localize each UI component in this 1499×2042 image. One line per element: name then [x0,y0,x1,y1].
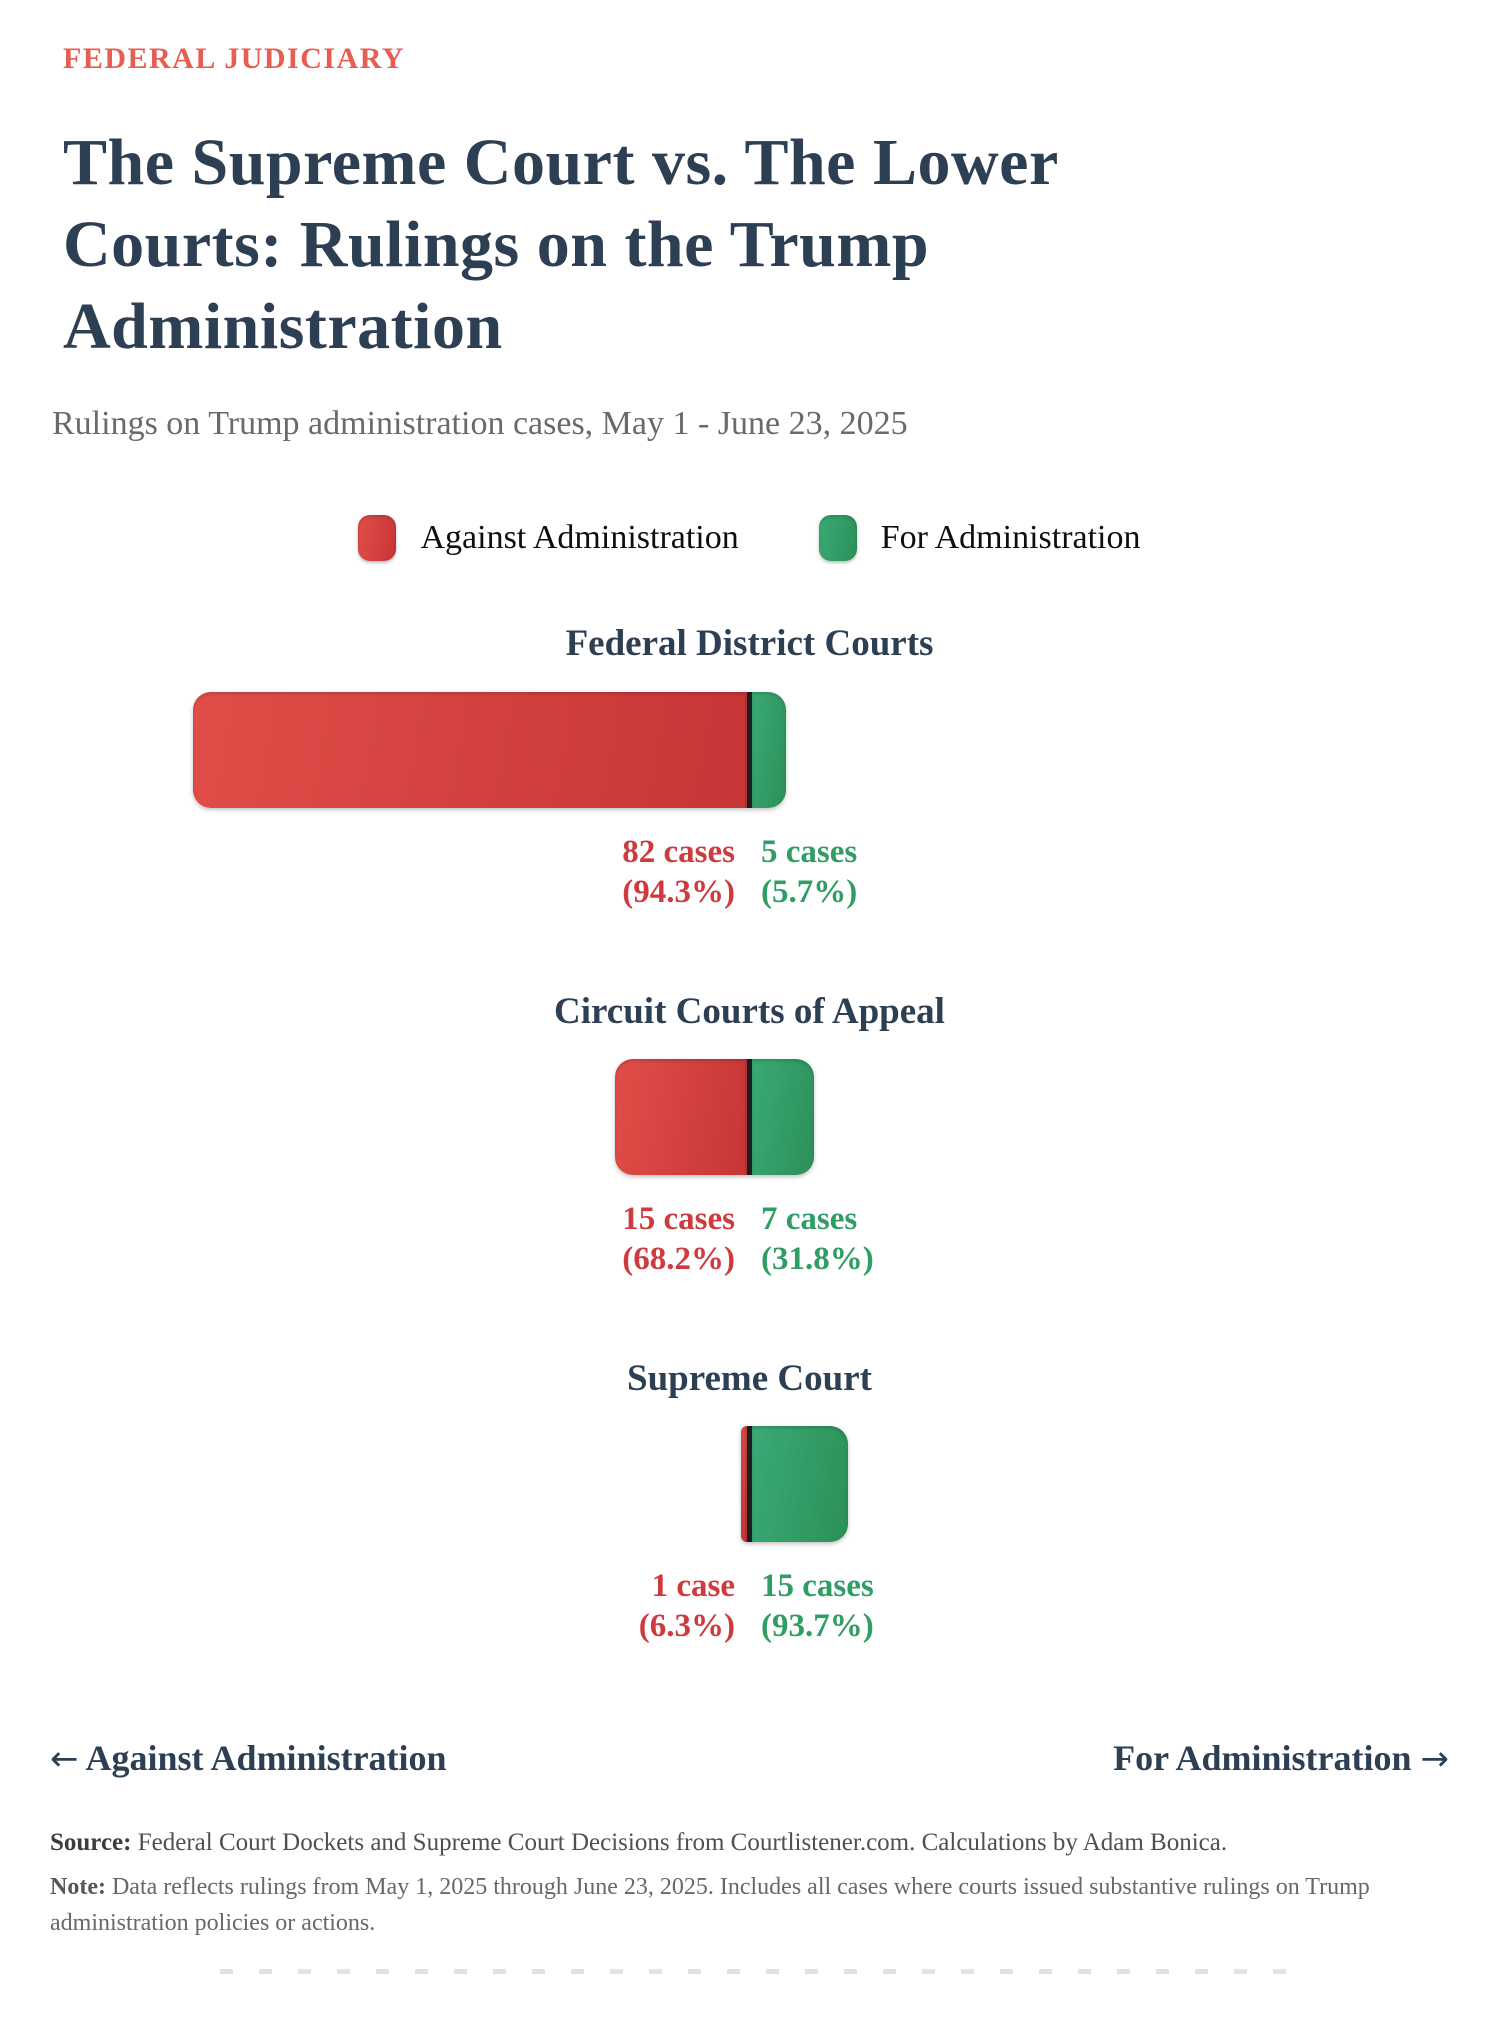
against-percent: (94.3%) [622,874,735,911]
for-cases: 5 cases [761,834,858,871]
chart-federal-district-courts: Federal District Courts 82 cases (94.3%)… [50,623,1449,912]
source-line: Source: Federal Court Dockets and Suprem… [50,1829,1449,1857]
page-title: The Supreme Court vs. The Lower Courts: … [63,122,1449,367]
legend-item-against: Against Administration [358,515,739,562]
for-percent: (31.8%) [761,1241,874,1278]
axis-label-for: For Administration → [1113,1737,1449,1779]
legend-swatch-for [818,515,857,562]
cropped-text-remnant [220,1968,1310,1974]
against-percent: (6.3%) [638,1608,735,1645]
for-percent: (93.7%) [761,1608,874,1645]
legend-swatch-against [358,515,397,562]
axis-annotations: ← Against Administration For Administrat… [50,1737,1449,1779]
bar-against [192,692,747,809]
note-label: Note: [50,1873,106,1900]
label-against: 15 cases (68.2%) [622,1199,747,1280]
source-label: Source: [50,1828,132,1856]
axis-label-for-text: For Administration [1113,1737,1412,1778]
page-title-line-2: Courts: Rulings on the Trump [63,207,930,281]
chart-title: Federal District Courts [565,623,934,665]
for-cases: 7 cases [761,1201,858,1238]
legend-label-for: For Administration [880,519,1141,557]
label-against: 1 case (6.3%) [639,1566,747,1647]
right-arrow-icon: → [1420,1738,1450,1779]
bar-against [740,1426,747,1543]
against-cases: 15 cases [622,1201,735,1238]
for-percent: (5.7%) [761,874,858,911]
bar-for [752,692,786,809]
against-percent: (68.2%) [622,1241,735,1278]
legend-label-against: Against Administration [420,519,739,557]
legend-item-for: For Administration [818,515,1141,562]
bar-row [50,1059,1449,1176]
bar-divider [747,1426,752,1543]
note-text: Data reflects rulings from May 1, 2025 t… [50,1873,1370,1936]
chart-circuit-courts-of-appeal: Circuit Courts of Appeal 15 cases (68.2%… [50,991,1449,1280]
chart-title: Circuit Courts of Appeal [554,990,945,1032]
label-against: 82 cases (94.3%) [622,832,747,913]
chart-title: Supreme Court [627,1357,872,1399]
bar-labels: 1 case (6.3%) 15 cases (93.7%) [50,1566,1449,1647]
bar-labels: 82 cases (94.3%) 5 cases (5.7%) [50,832,1449,913]
label-for: 15 cases (93.7%) [752,1566,874,1647]
infographic-page: FEDERAL JUDICIARY The Supreme Court vs. … [0,42,1499,1974]
label-for: 5 cases (5.7%) [752,832,857,913]
page-subtitle: Rulings on Trump administration cases, M… [52,405,908,443]
source-text: Federal Court Dockets and Supreme Court … [137,1828,1228,1856]
bar-divider [747,1059,752,1176]
page-title-line-1: The Supreme Court vs. The Lower [63,126,1059,199]
left-arrow-icon: ← [50,1738,79,1779]
against-cases: 82 cases [622,834,735,871]
label-for: 7 cases (31.8%) [752,1199,874,1280]
bar-for [752,1426,848,1543]
bar-row [50,692,1449,809]
kicker: FEDERAL JUDICIARY [63,42,405,75]
chart-supreme-court: Supreme Court 1 case (6.3%) 15 cases (93… [50,1358,1449,1647]
bar-against [615,1059,747,1176]
note-line: Note: Data reflects rulings from May 1, … [50,1869,1449,1941]
legend: Against Administration For Administratio… [50,515,1449,562]
for-cases: 15 cases [761,1568,874,1605]
bar-labels: 15 cases (68.2%) 7 cases (31.8%) [50,1199,1449,1280]
bar-row [50,1426,1449,1543]
axis-label-against: ← Against Administration [50,1737,447,1779]
page-title-line-3: Administration [63,289,503,363]
bar-divider [747,692,752,809]
axis-label-against-text: Against Administration [85,1737,447,1778]
against-cases: 1 case [651,1568,735,1605]
bar-for [752,1059,814,1176]
